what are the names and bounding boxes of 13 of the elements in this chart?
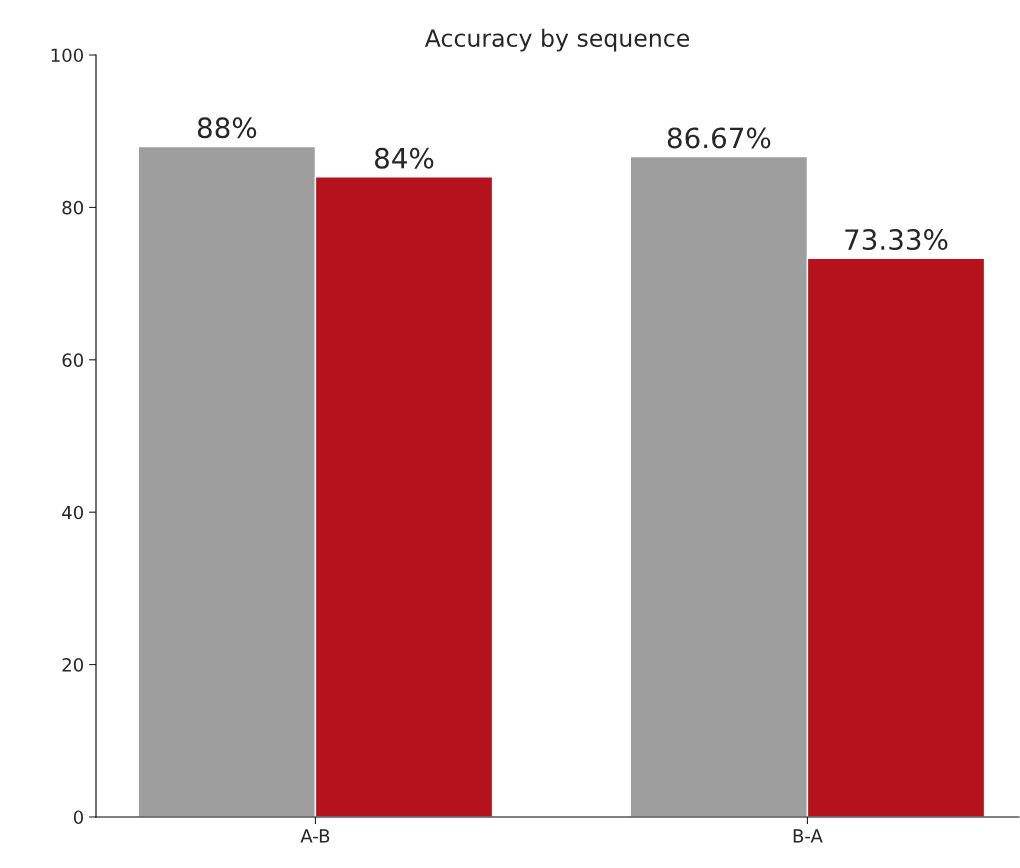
y-tick-label: 100 <box>51 48 83 63</box>
y-tick-label: 0 <box>73 810 83 825</box>
data-label: 73.33% <box>845 229 948 251</box>
data-label: 84% <box>375 147 434 169</box>
y-tick-label: 80 <box>62 200 83 215</box>
data-label: 88% <box>197 117 257 139</box>
x-tick-label: B-A <box>793 829 823 843</box>
data-label: 86.67% <box>667 127 771 149</box>
x-tick-label: A-B <box>300 829 330 843</box>
chart-title: Accuracy by sequence <box>424 28 690 52</box>
y-tick-label: 40 <box>62 505 83 520</box>
y-tick-label: 60 <box>62 353 83 367</box>
y-tick-label: 20 <box>62 658 83 672</box>
